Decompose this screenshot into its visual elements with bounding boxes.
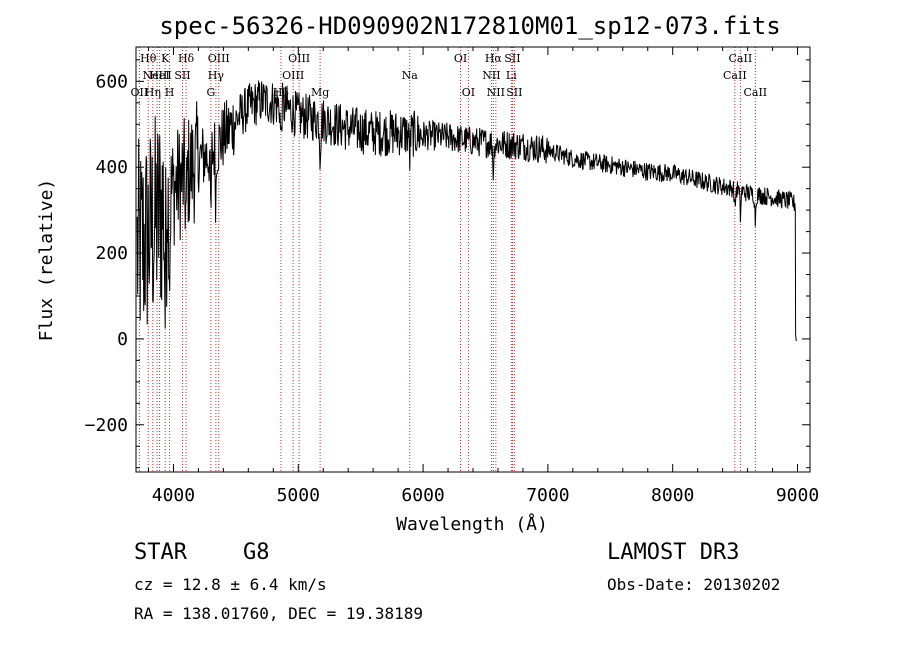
spectral-line-labels: OIIHθHηNeIIIHeIKHSIIHδGHγOIIIHβOIIIOIIIM… bbox=[131, 52, 768, 99]
x-axis-label: Wavelength (Å) bbox=[396, 513, 548, 535]
spectral-line-label: Hα bbox=[485, 52, 503, 65]
spectral-line-label: HeI bbox=[149, 69, 169, 82]
spectral-line-label: G bbox=[206, 86, 215, 99]
spectral-line-label: NeIII bbox=[143, 69, 172, 82]
plot-frame bbox=[135, 46, 811, 473]
object-type: STAR bbox=[134, 540, 187, 565]
x-tick-label: 9000 bbox=[776, 485, 819, 506]
coordinates: RA = 138.01760, DEC = 19.38189 bbox=[134, 604, 423, 623]
y-tick-label: 0 bbox=[117, 329, 128, 350]
spectral-line-label: OIII bbox=[282, 69, 304, 82]
spectral-line-label: OII bbox=[131, 86, 149, 99]
spectrum-line bbox=[136, 80, 797, 342]
obs-date: Obs-Date: 20130202 bbox=[607, 575, 781, 594]
subclass: G8 bbox=[243, 540, 270, 565]
spectral-line-label: SII bbox=[174, 69, 190, 82]
spectral-line-label: Na bbox=[402, 69, 419, 82]
x-tick-label: 7000 bbox=[526, 485, 569, 506]
redshift-text: cz = 12.8 ± 6.4 km/s bbox=[134, 575, 327, 594]
x-tick-label: 6000 bbox=[401, 485, 444, 506]
y-tick-label: 400 bbox=[95, 157, 128, 178]
spectral-line-label: Hθ bbox=[140, 52, 157, 65]
spectral-line-label: CaII bbox=[743, 86, 767, 99]
y-axis-label: Flux (relative) bbox=[36, 179, 57, 342]
spectral-line-label: NII bbox=[482, 69, 500, 82]
spectral-line-label: OI bbox=[462, 86, 475, 99]
x-tick-label: 5000 bbox=[277, 485, 320, 506]
spectral-line-label: Hη bbox=[145, 86, 161, 99]
spectral-line-markers bbox=[138, 47, 756, 472]
spectral-line-label: OIII bbox=[288, 52, 310, 65]
spectral-line-label: CaII bbox=[729, 52, 753, 65]
survey-name: LAMOST DR3 bbox=[607, 540, 740, 565]
spectral-line-label: OIII bbox=[208, 52, 230, 65]
spectral-line-label: CaII bbox=[723, 69, 747, 82]
x-tick-label: 8000 bbox=[651, 485, 694, 506]
spectral-line-label: OI bbox=[454, 52, 467, 65]
spectral-line-label: SII bbox=[504, 52, 520, 65]
spectral-line-label: NII bbox=[487, 86, 505, 99]
spectral-line-label: H bbox=[165, 86, 175, 99]
spectral-line-label: SII bbox=[506, 86, 522, 99]
spectral-line-label: Li bbox=[506, 69, 517, 82]
y-tick-label: 200 bbox=[95, 243, 128, 264]
y-tick-label: −200 bbox=[85, 415, 128, 436]
spectral-line-label: Mg bbox=[311, 86, 329, 99]
spectral-line-label: Hγ bbox=[208, 69, 225, 82]
y-tick-label: 600 bbox=[95, 71, 128, 92]
y-axis: −200 0 200 400 600 bbox=[85, 59, 810, 469]
spectral-line-label: K bbox=[161, 52, 170, 65]
chart-title: spec-56326-HD090902N172810M01_sp12-073.f… bbox=[159, 12, 780, 40]
x-axis: 4000 5000 6000 7000 8000 9000 bbox=[147, 47, 819, 506]
x-tick-label: 4000 bbox=[152, 485, 195, 506]
spectral-line-label: Hδ bbox=[178, 52, 195, 65]
